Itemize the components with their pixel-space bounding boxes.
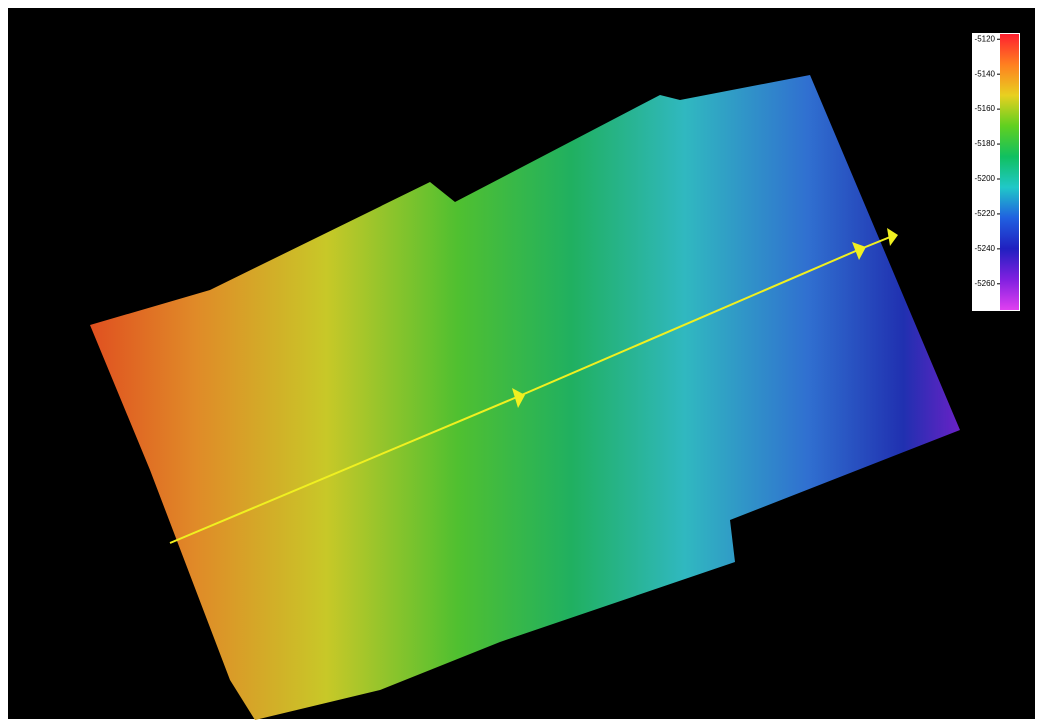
map-view: -5120 -5140 -5160 -5180 -5200 -5220 -5240 -5260 bbox=[0, 0, 1042, 727]
colorbar-tick-label: -5120 bbox=[975, 34, 996, 43]
colorbar-tick-label: -5160 bbox=[975, 104, 996, 113]
colorbar-tick-label: -5180 bbox=[975, 139, 996, 148]
colorbar bbox=[1000, 34, 1019, 310]
colorbar-tick-label: -5200 bbox=[975, 174, 996, 183]
bathymetry-map: -5120 -5140 -5160 -5180 -5200 -5220 -5240 -5260 bbox=[0, 0, 1042, 727]
colorbar-tick-label: -5140 bbox=[975, 69, 996, 78]
colorbar-tick-label: -5220 bbox=[975, 209, 996, 218]
colorbar-tick-label: -5240 bbox=[975, 244, 996, 253]
colorbar-tick-label: -5260 bbox=[975, 279, 996, 288]
